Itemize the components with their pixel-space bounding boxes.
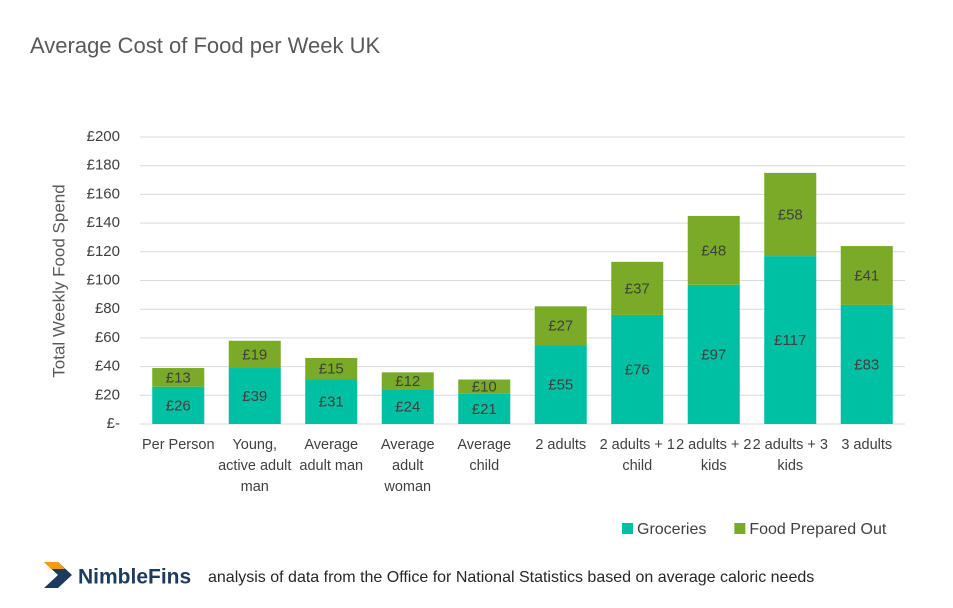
bar-segment: [611, 261, 664, 315]
bar-segment: [764, 256, 817, 424]
bar-segment: [305, 379, 358, 424]
bar-segment: [152, 368, 205, 387]
y-tick-label: £180: [87, 157, 120, 174]
brand: NimbleFins: [78, 566, 191, 589]
bar-segment: [305, 357, 358, 380]
value-label: £83: [854, 356, 879, 373]
chart-title: Average Cost of Food per Week UK: [30, 33, 380, 58]
bar-segment: [228, 340, 281, 369]
bar-segment: [458, 379, 511, 394]
bar-segment: [458, 393, 511, 424]
value-label: £26: [166, 397, 191, 414]
value-label: £31: [319, 394, 344, 411]
y-tick-label: £40: [95, 358, 120, 375]
value-label: £39: [242, 388, 267, 405]
value-label: £15: [319, 361, 344, 378]
value-label: £76: [625, 361, 650, 378]
value-label: £21: [472, 401, 497, 418]
value-label: £117: [774, 332, 806, 349]
y-tick-label: £80: [95, 300, 120, 317]
bar-segment: [534, 345, 587, 424]
y-tick-label: £60: [95, 329, 120, 346]
bar-segment: [840, 304, 893, 424]
bar-segment: [840, 246, 893, 305]
x-tick-label: Average child: [457, 437, 512, 474]
x-tick-label: Average adult man: [299, 437, 364, 474]
legend-label: Groceries: [637, 521, 706, 538]
legend-swatch: [734, 523, 746, 534]
x-tick-label: 2 adults + 2 kids: [676, 437, 752, 474]
value-label: £13: [166, 369, 191, 386]
value-label: £12: [395, 373, 420, 390]
value-label: £48: [701, 242, 726, 259]
y-tick-label: £200: [87, 128, 120, 145]
value-label: £58: [778, 206, 803, 223]
legend-swatch: [622, 523, 633, 534]
x-tick-label: 2 adults + 3 kids: [752, 437, 828, 474]
bar-segment: [534, 306, 587, 346]
value-label: £97: [701, 346, 726, 363]
value-label: £10: [472, 379, 497, 396]
footer-note: analysis of data from the Office for Nat…: [208, 569, 814, 586]
bar-segment: [152, 386, 205, 424]
x-tick-label: Per Person: [141, 437, 215, 453]
bar-segment: [687, 284, 740, 424]
bar-segment: [381, 372, 434, 390]
y-axis-title: Total Weekly Food Spend: [49, 184, 68, 377]
bar-segment: [687, 215, 740, 285]
x-tick-label: 2 adults: [535, 437, 587, 453]
y-tick-label: £20: [95, 386, 120, 403]
y-tick-label: £120: [87, 243, 120, 260]
y-tick-label: £-: [107, 415, 120, 432]
x-tick-label: 3 adults: [841, 437, 893, 453]
bar-segment: [228, 368, 281, 424]
value-label: £27: [548, 318, 573, 335]
bar-segment: [764, 172, 817, 257]
value-label: £19: [242, 346, 267, 363]
legend-label: Food Prepared Out: [749, 521, 887, 538]
logo-accent: [44, 562, 65, 569]
value-label: £41: [854, 267, 879, 284]
value-label: £55: [548, 377, 573, 394]
x-tick-label: 2 adults + 1 child: [599, 437, 675, 474]
value-label: £24: [395, 399, 420, 416]
y-tick-label: £160: [87, 185, 120, 202]
y-tick-label: £140: [87, 214, 120, 231]
value-label: £37: [625, 280, 650, 297]
x-tick-label: Young, active adult man: [218, 437, 292, 495]
bar-segment: [611, 314, 664, 424]
x-tick-label: Average adult woman: [380, 437, 435, 495]
bar-segment: [381, 389, 434, 424]
y-tick-label: £100: [87, 271, 120, 288]
